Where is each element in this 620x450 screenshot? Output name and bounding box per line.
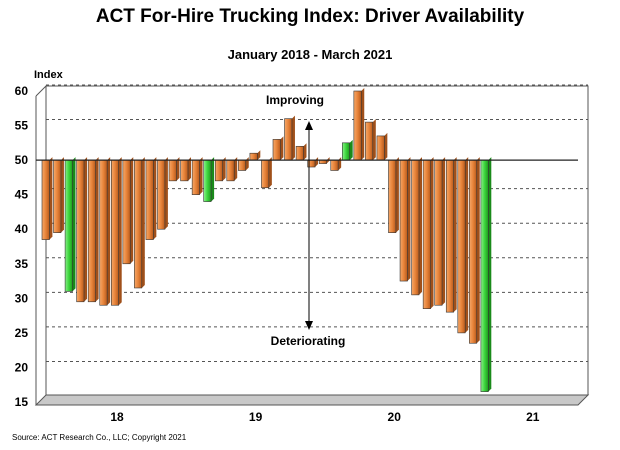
bar-side — [442, 157, 446, 306]
bar-side — [60, 157, 64, 233]
bar — [353, 90, 362, 161]
y-axis-label: Index — [34, 69, 64, 81]
plot-left-top-edge — [35, 85, 47, 97]
bar-side — [199, 157, 203, 195]
bar-side — [188, 157, 191, 181]
bar-side — [268, 157, 272, 188]
bar-side — [141, 157, 145, 288]
bar — [111, 159, 120, 306]
bar-side — [234, 157, 238, 181]
bar-side — [384, 132, 388, 161]
bar-side — [222, 157, 226, 181]
bar — [295, 145, 304, 161]
bar — [41, 159, 50, 240]
bar — [99, 159, 108, 306]
x-tick-label: 20 — [388, 410, 402, 424]
bar-side — [488, 157, 492, 392]
bar — [64, 159, 73, 292]
x-tick-label: 19 — [249, 410, 263, 424]
bar-side — [107, 157, 111, 306]
y-tick-label: 25 — [15, 326, 29, 340]
bar-side — [407, 157, 411, 282]
bar — [168, 159, 177, 182]
bar — [53, 159, 62, 233]
bar — [330, 159, 339, 171]
bar — [434, 159, 443, 306]
bar — [214, 159, 223, 182]
bar-side — [95, 157, 99, 302]
bar — [261, 159, 270, 189]
bar-side — [118, 157, 122, 306]
bar — [284, 118, 293, 161]
y-tick-label: 35 — [15, 257, 29, 271]
bar — [134, 159, 143, 289]
chart-subtitle: January 2018 - March 2021 — [227, 47, 393, 62]
bar — [480, 159, 489, 392]
bar-side — [257, 150, 261, 161]
bar — [226, 159, 235, 182]
y-tick-label: 60 — [15, 84, 29, 98]
bar — [469, 159, 478, 344]
bar-side — [419, 157, 422, 295]
bar — [76, 159, 85, 303]
bar — [249, 152, 258, 161]
bar — [376, 135, 385, 161]
bar — [341, 142, 350, 161]
bar-side — [84, 157, 88, 302]
y-tick-label: 15 — [15, 395, 29, 409]
y-tick-label: 30 — [15, 291, 29, 305]
y-tick-label: 20 — [15, 360, 29, 374]
y-tick-label: 55 — [15, 119, 29, 133]
bar-side — [153, 157, 157, 240]
arrow-up-icon — [305, 121, 313, 130]
bar-side — [211, 157, 215, 202]
bar-side — [349, 139, 353, 161]
bar-side — [72, 157, 76, 292]
bar — [365, 121, 374, 161]
bar — [411, 159, 420, 296]
bar-side — [361, 88, 365, 161]
annotation-improving: Improving — [266, 93, 324, 107]
bar — [457, 159, 466, 334]
bar — [203, 159, 212, 202]
bar-side — [130, 157, 134, 264]
bar-side — [453, 157, 457, 313]
source-note: Source: ACT Research Co., LLC; Copyright… — [12, 433, 187, 442]
bar-side — [291, 115, 295, 161]
bar-side — [280, 136, 284, 161]
chart-title: ACT For-Hire Trucking Index: Driver Avai… — [95, 6, 525, 27]
bar-side — [303, 143, 307, 161]
x-tick-label: 21 — [526, 410, 540, 424]
annotation-deteriorating: Deteriorating — [271, 334, 346, 348]
plot-floor — [34, 394, 590, 406]
y-tick-label: 50 — [15, 153, 29, 167]
bar — [388, 159, 397, 233]
bar — [157, 159, 166, 230]
x-tick-label: 18 — [110, 410, 124, 424]
bar — [272, 139, 281, 161]
bar — [87, 159, 96, 303]
bar — [445, 159, 454, 313]
bar-side — [465, 157, 469, 333]
bar-side — [176, 157, 180, 181]
bar-side — [476, 157, 480, 344]
bar-side — [372, 119, 376, 161]
bar-side — [395, 157, 399, 233]
bar — [145, 159, 154, 240]
bar — [399, 159, 408, 282]
arrow-down-icon — [305, 321, 313, 330]
bar — [191, 159, 200, 195]
bar-side — [164, 157, 168, 230]
bar — [180, 159, 189, 182]
bar-side — [49, 157, 53, 240]
bar-side — [430, 157, 434, 309]
bar — [238, 159, 247, 171]
bar — [422, 159, 431, 309]
y-tick-label: 45 — [15, 188, 29, 202]
bar — [122, 159, 131, 265]
y-tick-label: 40 — [15, 222, 29, 236]
